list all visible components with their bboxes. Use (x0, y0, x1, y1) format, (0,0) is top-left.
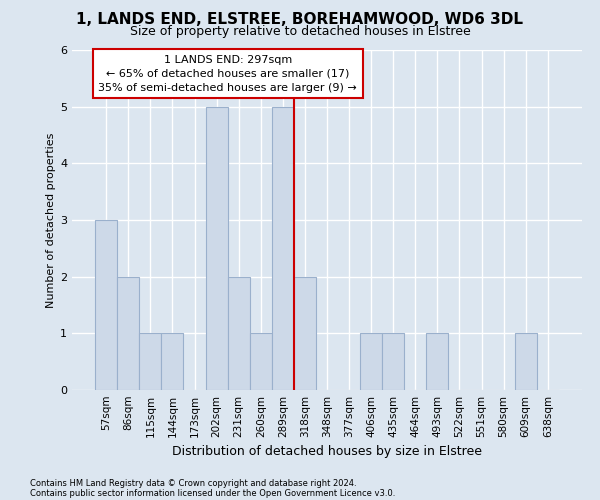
Bar (95, 220, 117, 390)
Text: Contains public sector information licensed under the Open Government Licence v3: Contains public sector information licen… (30, 488, 395, 498)
Bar (206, 106, 227, 390)
Bar (250, 334, 272, 390)
Bar (117, 276, 139, 390)
Y-axis label: Number of detached properties: Number of detached properties (46, 132, 56, 308)
Bar (515, 334, 537, 390)
Bar (294, 276, 316, 390)
Text: Contains HM Land Registry data © Crown copyright and database right 2024.: Contains HM Land Registry data © Crown c… (30, 478, 356, 488)
Text: Size of property relative to detached houses in Elstree: Size of property relative to detached ho… (130, 25, 470, 38)
Text: 1 LANDS END: 297sqm
← 65% of detached houses are smaller (17)
35% of semi-detach: 1 LANDS END: 297sqm ← 65% of detached ho… (98, 54, 357, 92)
Bar (227, 276, 250, 390)
Bar (360, 334, 382, 390)
Text: 1, LANDS END, ELSTREE, BOREHAMWOOD, WD6 3DL: 1, LANDS END, ELSTREE, BOREHAMWOOD, WD6 … (77, 12, 523, 28)
Bar (139, 334, 161, 390)
X-axis label: Distribution of detached houses by size in Elstree: Distribution of detached houses by size … (172, 446, 482, 458)
Bar (382, 334, 404, 390)
Bar (272, 106, 294, 390)
Bar (427, 334, 448, 390)
Bar (161, 334, 184, 390)
